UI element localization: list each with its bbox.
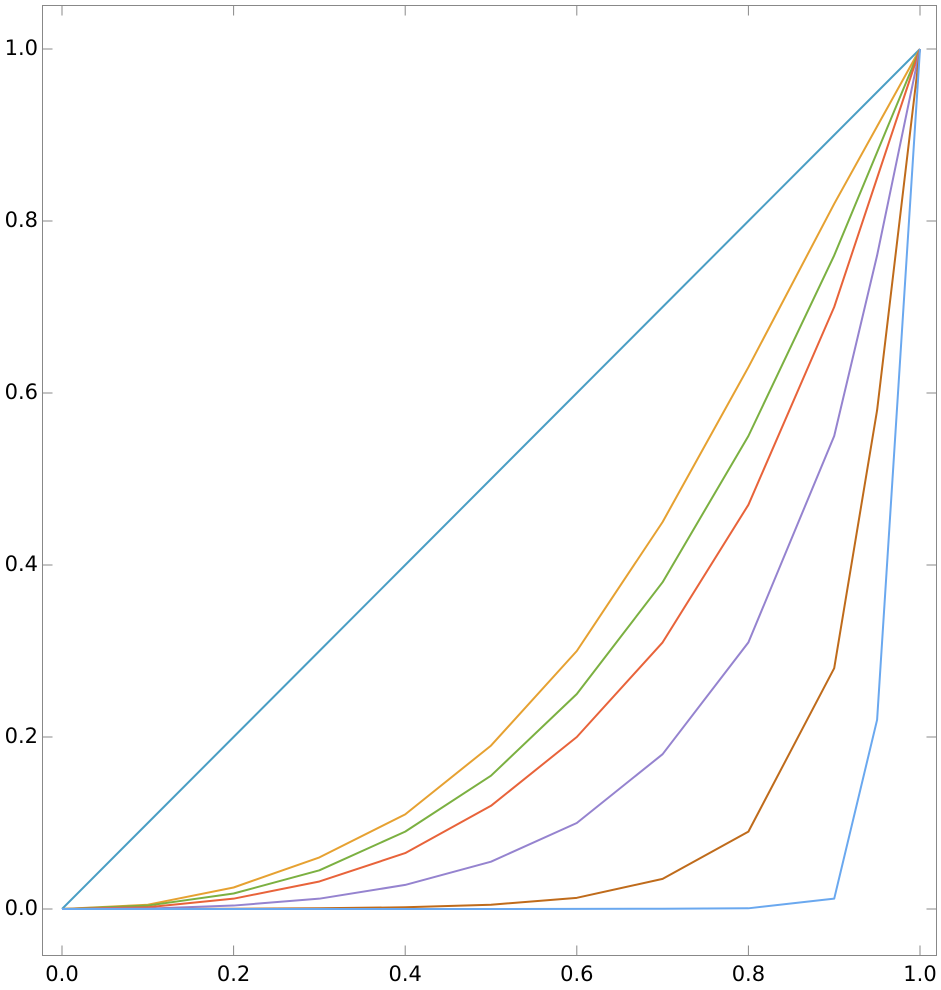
y-tick-label: 1.0 — [5, 36, 38, 60]
y-tick-label: 0.8 — [5, 208, 38, 232]
frame — [42, 5, 937, 956]
y-tick-label: 0.4 — [5, 552, 38, 576]
y-tick-label: 0.0 — [5, 896, 38, 920]
x-tick-label: 0.8 — [732, 962, 765, 986]
x-tick-label: 1.0 — [903, 962, 936, 986]
y-tick-label: 0.2 — [5, 724, 38, 748]
x-tick-label: 0.2 — [217, 962, 250, 986]
y-tick-label: 0.6 — [5, 380, 38, 404]
x-tick-label: 0.0 — [45, 962, 78, 986]
series-line — [61, 48, 921, 910]
x-tick-label: 0.4 — [388, 962, 421, 986]
series-line — [61, 48, 921, 910]
series-line — [61, 48, 921, 910]
x-tick-label: 0.6 — [560, 962, 593, 986]
series-line — [61, 48, 921, 910]
series-line — [61, 48, 921, 910]
series-line — [62, 48, 921, 910]
